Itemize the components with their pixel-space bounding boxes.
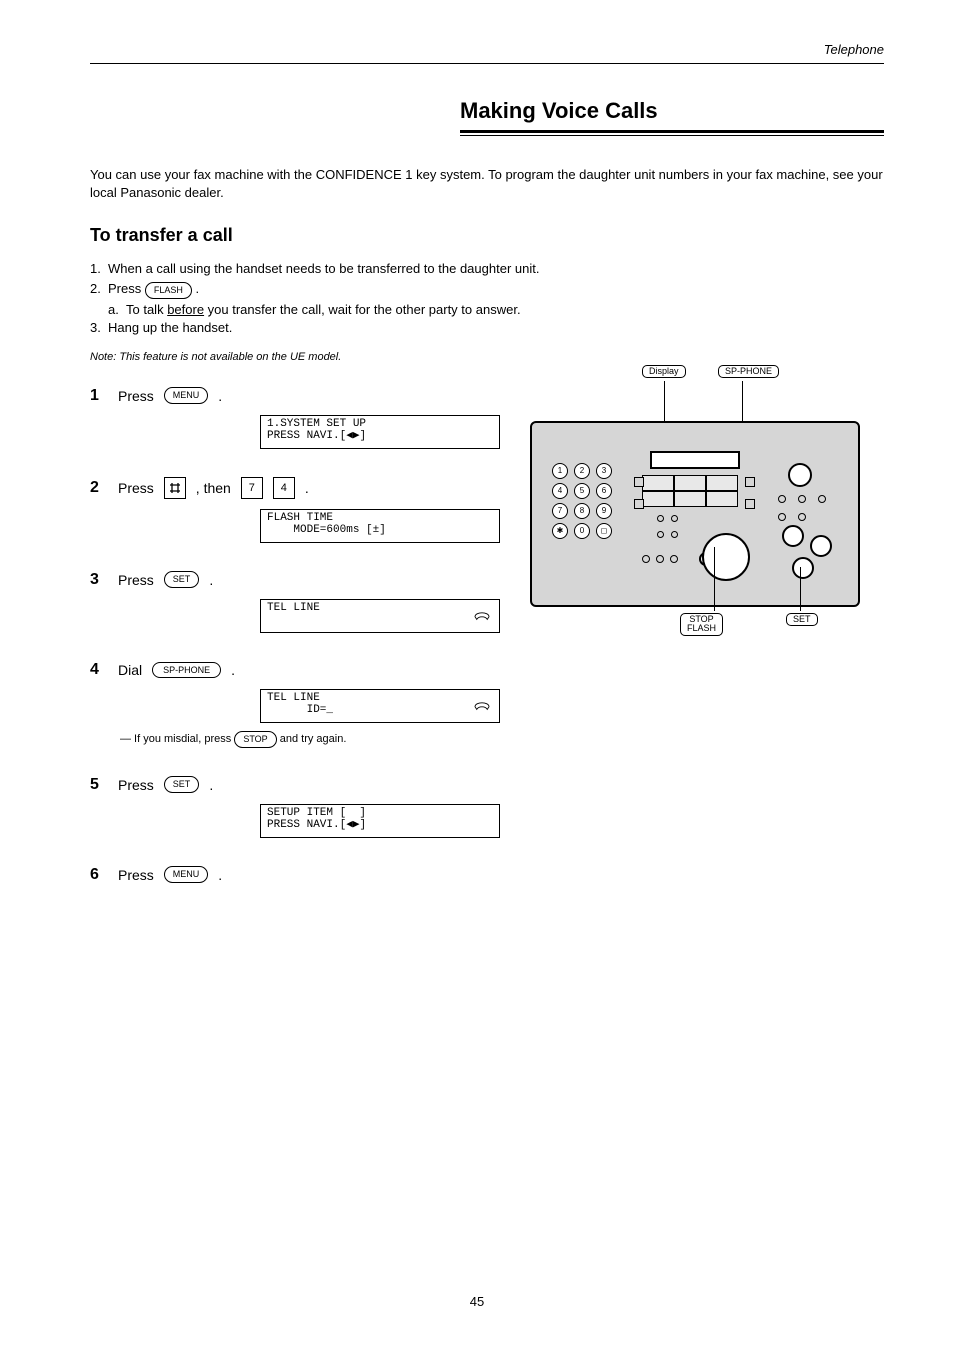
lcd-display: FLASH TIME MODE=600ms [±]: [260, 509, 500, 543]
direct-keys-icon: [642, 475, 747, 507]
callout-display: Display: [642, 365, 686, 379]
page-number: 45: [470, 1294, 484, 1309]
navigator-dial-icon: [702, 533, 750, 581]
lcd-display: SETUP ITEM [ ] PRESS NAVI.[◀▶]: [260, 804, 500, 838]
sublist-text: To talk before you transfer the call, wa…: [126, 301, 884, 319]
set-key-label: SET: [164, 776, 200, 793]
lcd-line: SETUP ITEM [ ]: [267, 807, 366, 819]
round-button-icon: [782, 525, 804, 547]
step-post: .: [218, 867, 222, 883]
hash-key-icon: [164, 477, 186, 499]
lcd-line: PRESS NAVI.[◀▶]: [267, 430, 366, 442]
step-number: 6: [90, 866, 108, 884]
step-pre: Dial: [118, 662, 142, 678]
lcd-line: PRESS NAVI.[◀▶]: [267, 819, 366, 831]
intro-paragraph: You can use your fax machine with the CO…: [90, 166, 884, 201]
step-pre: Press: [118, 480, 154, 496]
step-pre: Press: [118, 388, 154, 404]
note-frag: — If you misdial, press: [120, 733, 234, 745]
step-post: , then: [196, 480, 231, 496]
page-title: Making Voice Calls: [460, 98, 884, 124]
step-post: .: [231, 662, 235, 678]
leader-line: [742, 381, 743, 427]
list-text: Press FLASH .: [108, 280, 884, 299]
list-text-frag: .: [195, 281, 199, 296]
spphone-key-label: SP-PHONE: [152, 662, 221, 678]
list-num: 3.: [90, 319, 108, 337]
footnote: Note: This feature is not available on t…: [90, 350, 884, 365]
step-post: .: [209, 777, 213, 793]
small-buttons-icon: [657, 515, 678, 522]
step-pre: Press: [118, 867, 154, 883]
rule-top: [90, 63, 884, 64]
list-text: Hang up the handset.: [108, 319, 884, 337]
sublist-letter: a.: [108, 301, 126, 319]
menu-key-label: MENU: [164, 387, 209, 404]
step-post: .: [305, 480, 309, 496]
leader-line: [714, 547, 715, 611]
step-note: — If you misdial, press STOP and try aga…: [120, 731, 500, 748]
step-post: .: [218, 388, 222, 404]
digit-key: 4: [273, 477, 295, 499]
small-buttons-icon: [778, 495, 826, 503]
step-number: 2: [90, 479, 108, 497]
list-text-frag: Press: [108, 281, 145, 296]
lcd-line: TEL LINE: [267, 692, 320, 704]
leader-line: [664, 381, 665, 427]
panel-column: Display SP-PHONE 123 456 789 ✱0◻: [530, 387, 884, 912]
callout-set: SET: [786, 613, 818, 627]
chapter-heading: Telephone: [90, 42, 884, 57]
round-button-icon: [810, 535, 832, 557]
rule-double: [460, 130, 884, 136]
menu-key-label: MENU: [164, 866, 209, 883]
step-pre: Press: [118, 777, 154, 793]
digit-key: 7: [241, 477, 263, 499]
lcd-line: MODE=600ms [±]: [267, 524, 386, 536]
section-title: To transfer a call: [90, 225, 884, 246]
list-num: 1.: [90, 260, 108, 278]
small-buttons-icon: [642, 555, 678, 563]
callout-spphone: SP-PHONE: [718, 365, 779, 379]
control-panel-illustration: 123 456 789 ✱0◻: [530, 421, 860, 607]
lcd-line: ID=_: [267, 704, 333, 716]
underline-word: before: [167, 302, 204, 317]
set-key-label: SET: [164, 571, 200, 588]
step-number: 4: [90, 661, 108, 679]
panel-lcd-icon: [650, 451, 740, 469]
lcd-line: TEL LINE: [267, 602, 320, 614]
handset-icon: [473, 608, 491, 622]
callout-stop-flash: STOP FLASH: [680, 613, 723, 637]
steps-column: 1 Press MENU . 1.SYSTEM SET UP PRESS NAV…: [90, 387, 500, 912]
small-buttons-icon: [657, 531, 678, 538]
lcd-line: 1.SYSTEM SET UP: [267, 418, 366, 430]
step-number: 3: [90, 571, 108, 589]
keypad-icon: 123 456 789 ✱0◻: [552, 463, 612, 543]
list-text: When a call using the handset needs to b…: [108, 260, 884, 278]
lcd-display: TEL LINE ID=_: [260, 689, 500, 723]
list-num: 2.: [90, 280, 108, 299]
lcd-display: 1.SYSTEM SET UP PRESS NAVI.[◀▶]: [260, 415, 500, 449]
spphone-button-icon: [788, 463, 812, 487]
step-number: 5: [90, 776, 108, 794]
flash-key-label: FLASH: [145, 282, 192, 299]
lcd-line: FLASH TIME: [267, 512, 333, 524]
step-list: 1. When a call using the handset needs t…: [90, 260, 884, 338]
lcd-display: TEL LINE: [260, 599, 500, 633]
handset-icon: [473, 698, 491, 712]
step-number: 1: [90, 387, 108, 405]
set-button-icon: [792, 557, 814, 579]
step-post: .: [209, 572, 213, 588]
step-pre: Press: [118, 572, 154, 588]
small-buttons-icon: [778, 513, 806, 521]
leader-line: [800, 567, 801, 611]
